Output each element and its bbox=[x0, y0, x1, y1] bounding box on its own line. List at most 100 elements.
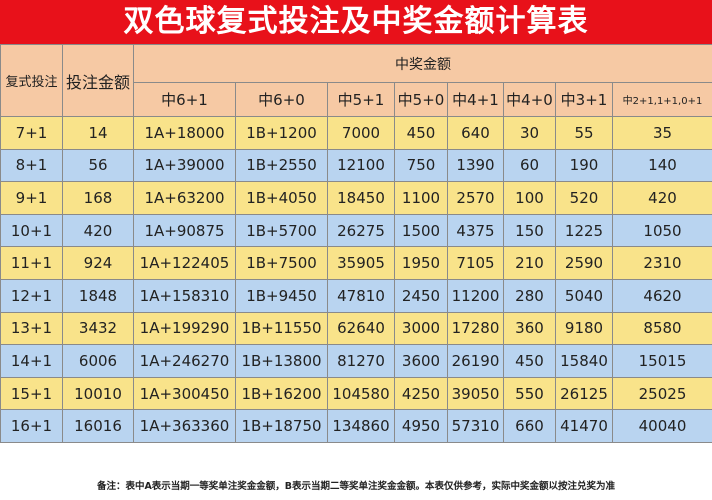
table-cell: 10010 bbox=[62, 376, 134, 411]
header-prize-1: 中6+0 bbox=[235, 82, 328, 117]
header-bet: 复式投注 bbox=[0, 44, 63, 117]
table-cell: 1B+1200 bbox=[235, 116, 328, 150]
table-cell: 550 bbox=[503, 376, 556, 411]
table-cell: 450 bbox=[503, 344, 556, 378]
table-cell: 450 bbox=[394, 116, 448, 150]
table-cell: 1B+7500 bbox=[235, 246, 328, 280]
table-cell: 1A+246270 bbox=[133, 344, 236, 378]
table-cell: 1A+363360 bbox=[133, 409, 236, 443]
table-cell: 15840 bbox=[555, 344, 613, 378]
page-title: 双色球复式投注及中奖金额计算表 bbox=[0, 0, 712, 44]
table-cell: 1390 bbox=[447, 148, 504, 183]
table-cell: 1B+11550 bbox=[235, 311, 328, 346]
table-cell: 1A+18000 bbox=[133, 116, 236, 150]
table-cell: 4375 bbox=[447, 213, 504, 248]
table-cell: 4950 bbox=[394, 409, 448, 443]
table-cell: 924 bbox=[62, 246, 134, 280]
table-cell: 26190 bbox=[447, 344, 504, 378]
table-cell: 420 bbox=[62, 213, 134, 248]
header-prize-3: 中5+0 bbox=[394, 82, 448, 117]
table-cell: 1A+39000 bbox=[133, 148, 236, 183]
header-prize-7: 中2+1,1+1,0+1 bbox=[612, 82, 712, 117]
header-cost: 投注金额 bbox=[62, 44, 134, 117]
table-cell: 104580 bbox=[327, 376, 395, 411]
table-cell: 750 bbox=[394, 148, 448, 183]
table-cell: 11+1 bbox=[0, 246, 63, 280]
table-cell: 1848 bbox=[62, 278, 134, 313]
table-cell: 1A+90875 bbox=[133, 213, 236, 248]
table-cell: 5040 bbox=[555, 278, 613, 313]
table-cell: 14+1 bbox=[0, 344, 63, 378]
table-cell: 1050 bbox=[612, 213, 712, 248]
prize-table: 复式投注 投注金额 中奖金额 中6+1 中6+0 中5+1 中5+0 中4+1 中4+0 中… bbox=[0, 44, 712, 443]
table-cell: 41470 bbox=[555, 409, 613, 443]
table-row: 9+1 168 1A+63200 1B+4050 18450 1100 2570 100 520… bbox=[0, 181, 712, 215]
table-cell: 47810 bbox=[327, 278, 395, 313]
table-cell: 3432 bbox=[62, 311, 134, 346]
table-cell: 3000 bbox=[394, 311, 448, 346]
table-cell: 1A+199290 bbox=[133, 311, 236, 346]
table-cell: 2450 bbox=[394, 278, 448, 313]
table-cell: 62640 bbox=[327, 311, 395, 346]
table-cell: 60 bbox=[503, 148, 556, 183]
table-cell: 11200 bbox=[447, 278, 504, 313]
table-row: 8+1 56 1A+39000 1B+2550 12100 750 1390 60 190 140 bbox=[0, 148, 712, 183]
table-cell: 7105 bbox=[447, 246, 504, 280]
table-cell: 9+1 bbox=[0, 181, 63, 215]
table-row: 11+1 924 1A+122405 1B+7500 35905 1950 7105 210 2… bbox=[0, 246, 712, 280]
table-cell: 55 bbox=[555, 116, 613, 150]
table-cell: 35905 bbox=[327, 246, 395, 280]
table-cell: 57310 bbox=[447, 409, 504, 443]
table-row: 10+1 420 1A+90875 1B+5700 26275 1500 4375 150 12… bbox=[0, 213, 712, 248]
table-cell: 1A+300450 bbox=[133, 376, 236, 411]
table-cell: 100 bbox=[503, 181, 556, 215]
table-cell: 2590 bbox=[555, 246, 613, 280]
table-cell: 1B+16200 bbox=[235, 376, 328, 411]
table-cell: 1100 bbox=[394, 181, 448, 215]
table-cell: 16+1 bbox=[0, 409, 63, 443]
table-cell: 190 bbox=[555, 148, 613, 183]
table-cell: 360 bbox=[503, 311, 556, 346]
table-cell: 56 bbox=[62, 148, 134, 183]
table-row: 13+1 3432 1A+199290 1B+11550 62640 3000 17280 3… bbox=[0, 311, 712, 346]
table-cell: 420 bbox=[612, 181, 712, 215]
table-cell: 1B+9450 bbox=[235, 278, 328, 313]
table-row: 7+1 14 1A+18000 1B+1200 7000 450 640 30 55 35 bbox=[0, 116, 712, 150]
header-prize-4: 中4+1 bbox=[447, 82, 504, 117]
table-cell: 9180 bbox=[555, 311, 613, 346]
table-cell: 30 bbox=[503, 116, 556, 150]
table-row: 16+1 16016 1A+363360 1B+18750 134860 4950 5731… bbox=[0, 409, 712, 443]
table-cell: 210 bbox=[503, 246, 556, 280]
table-cell: 6006 bbox=[62, 344, 134, 378]
table-cell: 7000 bbox=[327, 116, 395, 150]
table-cell: 4250 bbox=[394, 376, 448, 411]
table-cell: 16016 bbox=[62, 409, 134, 443]
table-cell: 1A+63200 bbox=[133, 181, 236, 215]
table-cell: 8+1 bbox=[0, 148, 63, 183]
table-cell: 1950 bbox=[394, 246, 448, 280]
header-prize-group: 中奖金额 bbox=[133, 44, 712, 83]
header-prize-2: 中5+1 bbox=[327, 82, 395, 117]
table-cell: 18450 bbox=[327, 181, 395, 215]
table-row: 14+1 6006 1A+246270 1B+13800 81270 3600 26190 4… bbox=[0, 344, 712, 378]
table-cell: 17280 bbox=[447, 311, 504, 346]
table-cell: 8580 bbox=[612, 311, 712, 346]
table-cell: 1B+4050 bbox=[235, 181, 328, 215]
table-cell: 168 bbox=[62, 181, 134, 215]
table-cell: 1B+13800 bbox=[235, 344, 328, 378]
table-cell: 15015 bbox=[612, 344, 712, 378]
table-cell: 640 bbox=[447, 116, 504, 150]
table-cell: 26125 bbox=[555, 376, 613, 411]
table-cell: 1225 bbox=[555, 213, 613, 248]
table-row: 12+1 1848 1A+158310 1B+9450 47810 2450 11200 28… bbox=[0, 278, 712, 313]
table-cell: 1B+18750 bbox=[235, 409, 328, 443]
table-cell: 134860 bbox=[327, 409, 395, 443]
table-cell: 1500 bbox=[394, 213, 448, 248]
table-cell: 2570 bbox=[447, 181, 504, 215]
table-cell: 2310 bbox=[612, 246, 712, 280]
table-cell: 40040 bbox=[612, 409, 712, 443]
table-cell: 280 bbox=[503, 278, 556, 313]
table-cell: 150 bbox=[503, 213, 556, 248]
header-prize-5: 中4+0 bbox=[503, 82, 556, 117]
table-cell: 10+1 bbox=[0, 213, 63, 248]
